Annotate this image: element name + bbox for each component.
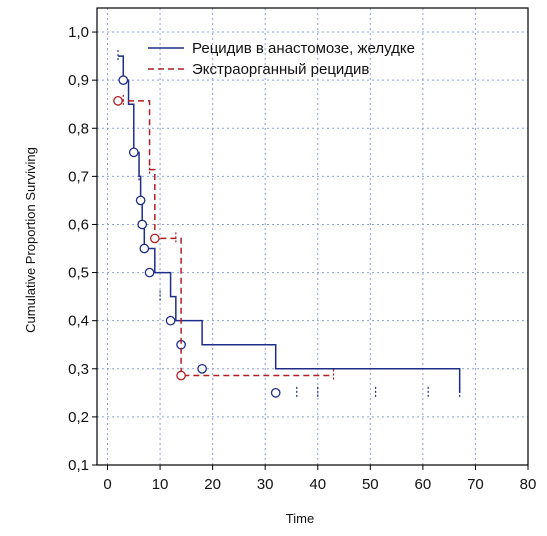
- y-axis-label: Cumulative Proportion Surviving: [23, 147, 38, 333]
- series-0-event-marker-5: [144, 267, 155, 278]
- y-tick-label-3: 0,4: [68, 313, 89, 330]
- series-0-event-marker-4: [139, 243, 150, 254]
- y-tick-label-8: 0,9: [68, 72, 89, 89]
- x-tick-label-8: 80: [520, 476, 537, 493]
- legend-label-0: Рецидив в анастомозе, желудке: [192, 40, 415, 57]
- y-tick-label-4: 0,5: [68, 265, 89, 282]
- x-tick-label-0: 0: [103, 476, 111, 493]
- series-1-event-marker-1: [149, 233, 160, 244]
- series-1-event-marker-2: [176, 370, 186, 381]
- y-tick-label-5: 0,6: [68, 216, 89, 233]
- legend: Рецидив в анастомозе, желудке Экстраорга…: [148, 40, 415, 78]
- series-0-event-marker-1: [128, 147, 139, 158]
- x-tick-label-6: 60: [415, 476, 432, 493]
- series-0-event-marker-2: [135, 195, 146, 206]
- series-1: [113, 94, 335, 382]
- series-1-event-marker-0: [113, 95, 123, 106]
- x-tick-label-3: 30: [257, 476, 274, 493]
- y-tick-label-0: 0,1: [68, 457, 89, 474]
- series-0-event-marker-8: [197, 363, 207, 374]
- y-tick-label-6: 0,7: [68, 168, 89, 185]
- x-axis-label: Time: [286, 511, 314, 526]
- series-0-event-marker-6: [165, 315, 176, 326]
- series-0-event-marker-9: [270, 387, 281, 398]
- x-tick-label-7: 70: [467, 476, 484, 493]
- series-0: [117, 50, 461, 399]
- y-tick-label-7: 0,8: [68, 120, 89, 137]
- legend-label-1: Экстраорганный рецидив: [192, 61, 369, 78]
- x-tick-label-4: 40: [309, 476, 326, 493]
- series-0-event-marker-0: [118, 75, 129, 86]
- y-tick-label-9: 1,0: [68, 24, 89, 41]
- plot-frame: [96, 7, 529, 466]
- y-tick-label-1: 0,2: [68, 409, 89, 426]
- axis-ticks: 0 10 20 30 40 50 60 70 80 0,1 0,2 0,3 0,4 0,5 0,6 0,7 0,…: [68, 24, 536, 493]
- x-tick-label-5: 50: [362, 476, 379, 493]
- series-layer: [113, 50, 461, 399]
- series-1-line: [118, 100, 334, 377]
- x-tick-label-2: 20: [204, 476, 221, 493]
- series-0-event-marker-3: [137, 219, 148, 230]
- y-tick-label-2: 0,3: [68, 361, 89, 378]
- x-tick-label-1: 10: [152, 476, 169, 493]
